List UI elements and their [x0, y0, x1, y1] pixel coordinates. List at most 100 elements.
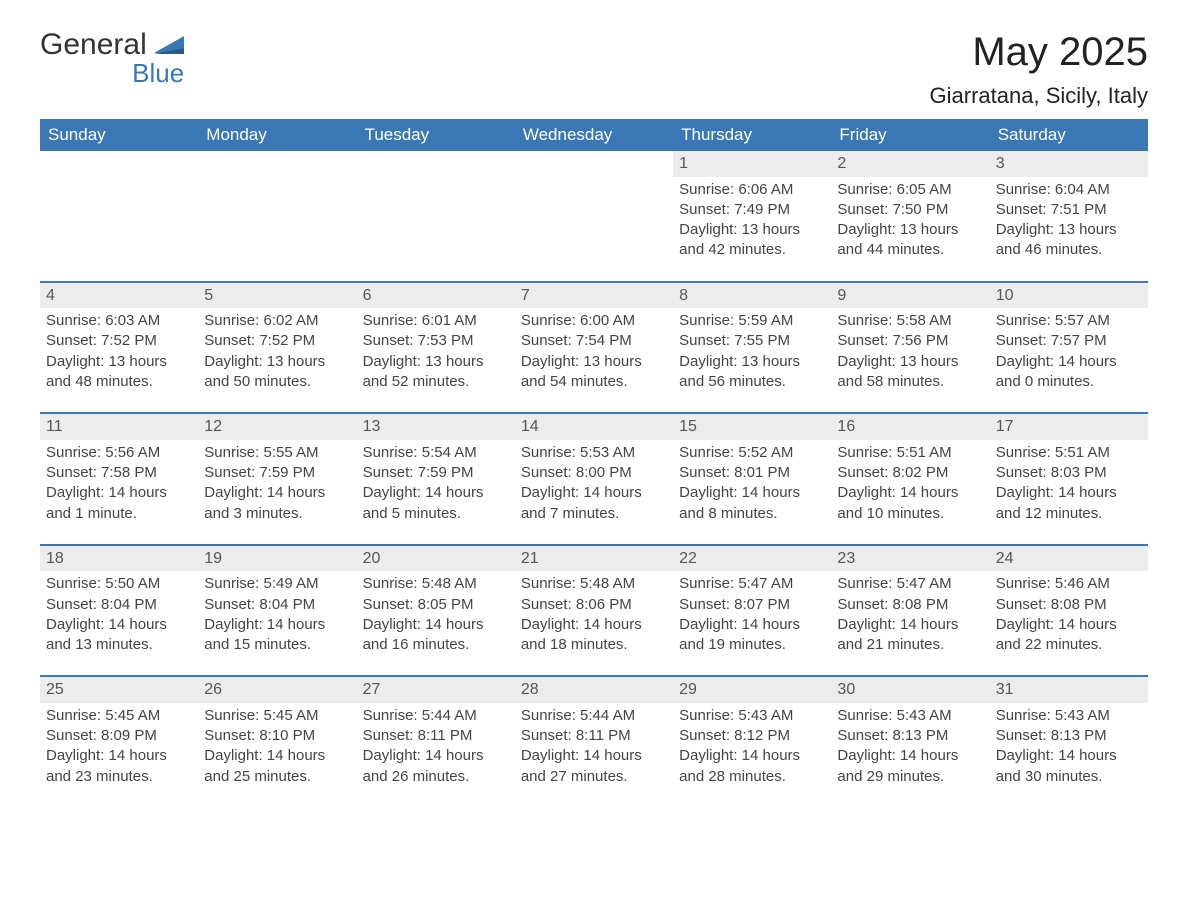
day-cell: 10Sunrise: 5:57 AMSunset: 7:57 PMDayligh… — [990, 283, 1148, 413]
day-number: 14 — [515, 414, 673, 440]
sunset-line: Sunset: 8:02 PM — [837, 463, 983, 483]
weekday-thursday: Thursday — [673, 119, 831, 151]
daylight-line: Daylight: 14 hours and 10 minutes. — [837, 483, 983, 524]
daylight-line: Daylight: 14 hours and 0 minutes. — [996, 352, 1142, 393]
sunset-line: Sunset: 7:59 PM — [363, 463, 509, 483]
day-cell: 7Sunrise: 6:00 AMSunset: 7:54 PMDaylight… — [515, 283, 673, 413]
day-cell — [40, 151, 198, 281]
sunrise-line: Sunrise: 6:01 AM — [363, 311, 509, 331]
daylight-line: Daylight: 14 hours and 13 minutes. — [46, 615, 192, 656]
day-number: 23 — [831, 546, 989, 572]
sunset-line: Sunset: 7:52 PM — [46, 331, 192, 351]
daylight-line: Daylight: 14 hours and 28 minutes. — [679, 746, 825, 787]
day-number: 2 — [831, 151, 989, 177]
day-cell: 9Sunrise: 5:58 AMSunset: 7:56 PMDaylight… — [831, 283, 989, 413]
day-cell — [198, 151, 356, 281]
day-number: 7 — [515, 283, 673, 309]
day-number: 13 — [357, 414, 515, 440]
week-row: 11Sunrise: 5:56 AMSunset: 7:58 PMDayligh… — [40, 412, 1148, 544]
sunrise-line: Sunrise: 6:05 AM — [837, 180, 983, 200]
weekday-friday: Friday — [831, 119, 989, 151]
day-cell — [515, 151, 673, 281]
sunrise-line: Sunrise: 6:03 AM — [46, 311, 192, 331]
day-cell: 27Sunrise: 5:44 AMSunset: 8:11 PMDayligh… — [357, 677, 515, 807]
day-number: 10 — [990, 283, 1148, 309]
sunset-line: Sunset: 8:09 PM — [46, 726, 192, 746]
sunset-line: Sunset: 8:11 PM — [521, 726, 667, 746]
daylight-line: Daylight: 14 hours and 18 minutes. — [521, 615, 667, 656]
day-number: 1 — [673, 151, 831, 177]
daylight-line: Daylight: 14 hours and 12 minutes. — [996, 483, 1142, 524]
week-row: 4Sunrise: 6:03 AMSunset: 7:52 PMDaylight… — [40, 281, 1148, 413]
sunrise-line: Sunrise: 5:49 AM — [204, 574, 350, 594]
day-cell: 3Sunrise: 6:04 AMSunset: 7:51 PMDaylight… — [990, 151, 1148, 281]
daylight-line: Daylight: 14 hours and 25 minutes. — [204, 746, 350, 787]
sunset-line: Sunset: 7:58 PM — [46, 463, 192, 483]
weekday-wednesday: Wednesday — [515, 119, 673, 151]
day-cell: 28 Sunrise: 5:44 AMSunset: 8:11 PMDayligh… — [515, 677, 673, 807]
sunrise-line: Sunrise: 5:50 AM — [46, 574, 192, 594]
daylight-line: Daylight: 14 hours and 3 minutes. — [204, 483, 350, 524]
daylight-line: Daylight: 13 hours and 58 minutes. — [837, 352, 983, 393]
day-number: 22 — [673, 546, 831, 572]
day-cell: 12Sunrise: 5:55 AMSunset: 7:59 PMDayligh… — [198, 414, 356, 544]
day-cell: 1Sunrise: 6:06 AMSunset: 7:49 PMDaylight… — [673, 151, 831, 281]
sunrise-line: Sunrise: 5:48 AM — [363, 574, 509, 594]
day-cell: 22Sunrise: 5:47 AMSunset: 8:07 PMDayligh… — [673, 546, 831, 676]
sunrise-line: Sunrise: 6:02 AM — [204, 311, 350, 331]
sunrise-line: Sunrise: 6:00 AM — [521, 311, 667, 331]
day-cell: 30Sunrise: 5:43 AMSunset: 8:13 PMDayligh… — [831, 677, 989, 807]
sunset-line: Sunset: 8:00 PM — [521, 463, 667, 483]
sunrise-line: Sunrise: 5:43 AM — [837, 706, 983, 726]
day-number: 27 — [357, 677, 515, 703]
daylight-line: Daylight: 14 hours and 23 minutes. — [46, 746, 192, 787]
day-number: 11 — [40, 414, 198, 440]
daylight-line: Daylight: 14 hours and 7 minutes. — [521, 483, 667, 524]
sunset-line: Sunset: 8:07 PM — [679, 595, 825, 615]
day-number: 19 — [198, 546, 356, 572]
sunset-line: Sunset: 8:04 PM — [204, 595, 350, 615]
sunrise-line: Sunrise: 6:06 AM — [679, 180, 825, 200]
daylight-line: Daylight: 14 hours and 21 minutes. — [837, 615, 983, 656]
day-cell: 29Sunrise: 5:43 AMSunset: 8:12 PMDayligh… — [673, 677, 831, 807]
day-cell: 20Sunrise: 5:48 AMSunset: 8:05 PMDayligh… — [357, 546, 515, 676]
day-number: 21 — [515, 546, 673, 572]
sunset-line: Sunset: 7:52 PM — [204, 331, 350, 351]
day-number: 25 — [40, 677, 198, 703]
day-cell: 14Sunrise: 5:53 AMSunset: 8:00 PMDayligh… — [515, 414, 673, 544]
sunrise-line: Sunrise: 5:45 AM — [46, 706, 192, 726]
sunset-line: Sunset: 8:01 PM — [679, 463, 825, 483]
day-number: 5 — [198, 283, 356, 309]
week-row: 18Sunrise: 5:50 AMSunset: 8:04 PMDayligh… — [40, 544, 1148, 676]
daylight-line: Daylight: 14 hours and 27 minutes. — [521, 746, 667, 787]
sunset-line: Sunset: 7:55 PM — [679, 331, 825, 351]
weekday-sunday: Sunday — [40, 119, 198, 151]
day-cell — [357, 151, 515, 281]
day-number: 15 — [673, 414, 831, 440]
day-number: 24 — [990, 546, 1148, 572]
day-cell: 17Sunrise: 5:51 AMSunset: 8:03 PMDayligh… — [990, 414, 1148, 544]
sunset-line: Sunset: 7:51 PM — [996, 200, 1142, 220]
day-number: 28 — [515, 677, 673, 703]
location-label: Giarratana, Sicily, Italy — [930, 83, 1148, 109]
sunset-line: Sunset: 8:13 PM — [996, 726, 1142, 746]
day-cell: 26Sunrise: 5:45 AMSunset: 8:10 PMDayligh… — [198, 677, 356, 807]
daylight-line: Daylight: 14 hours and 5 minutes. — [363, 483, 509, 524]
daylight-line: Daylight: 14 hours and 16 minutes. — [363, 615, 509, 656]
sunrise-line: Sunrise: 5:55 AM — [204, 443, 350, 463]
sunrise-line: Sunrise: 5:47 AM — [679, 574, 825, 594]
sunrise-line: Sunrise: 5:43 AM — [679, 706, 825, 726]
sunrise-line: Sunrise: 5:44 AM — [521, 706, 667, 726]
day-cell: 16Sunrise: 5:51 AMSunset: 8:02 PMDayligh… — [831, 414, 989, 544]
sunrise-line: Sunrise: 5:52 AM — [679, 443, 825, 463]
sunset-line: Sunset: 7:54 PM — [521, 331, 667, 351]
weekday-header-row: SundayMondayTuesdayWednesdayThursdayFrid… — [40, 119, 1148, 151]
day-number: 16 — [831, 414, 989, 440]
day-cell: 8Sunrise: 5:59 AMSunset: 7:55 PMDaylight… — [673, 283, 831, 413]
sunset-line: Sunset: 7:49 PM — [679, 200, 825, 220]
day-cell: 4Sunrise: 6:03 AMSunset: 7:52 PMDaylight… — [40, 283, 198, 413]
daylight-line: Daylight: 14 hours and 29 minutes. — [837, 746, 983, 787]
title-block: May 2025 Giarratana, Sicily, Italy — [930, 30, 1148, 109]
day-number: 17 — [990, 414, 1148, 440]
logo-triangle-icon — [154, 34, 184, 54]
